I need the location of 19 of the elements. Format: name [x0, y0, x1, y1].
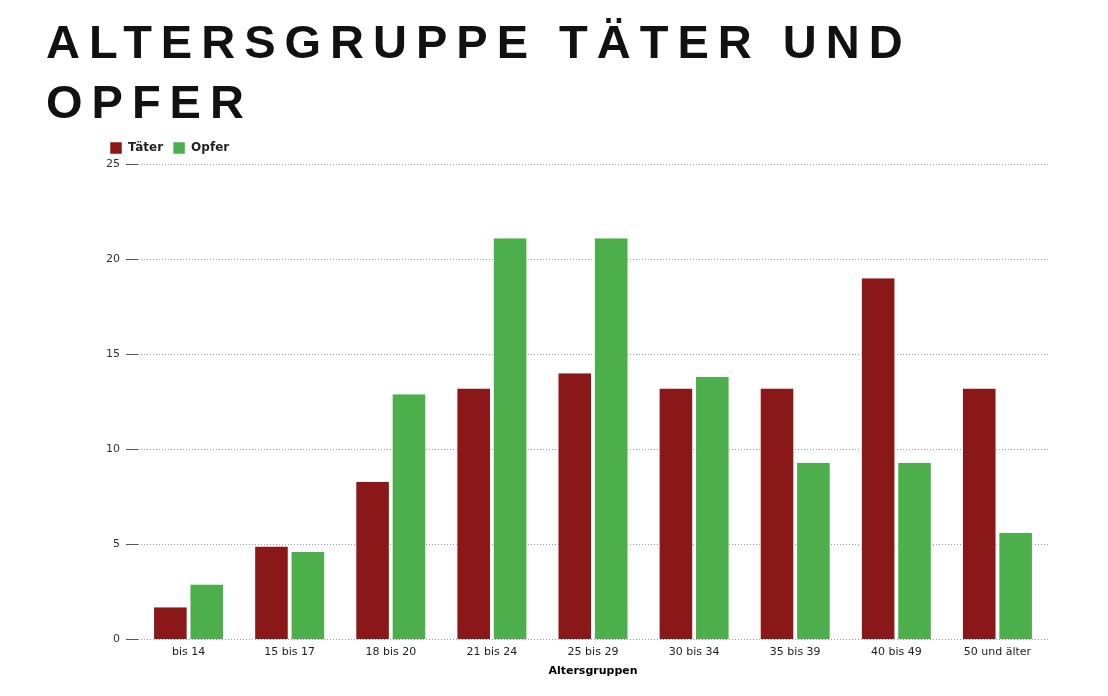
y-tick-label: 25 — [106, 156, 120, 170]
y-tick-label: 20 — [106, 251, 120, 265]
x-tick-label: 21 bis 24 — [466, 645, 518, 659]
x-tick-label: 40 bis 49 — [870, 645, 922, 659]
legend-label: Täter — [128, 140, 164, 155]
y-tick-label: 5 — [113, 537, 120, 551]
x-tick-label: 30 bis 34 — [668, 645, 720, 659]
y-tick-label: 15 — [106, 347, 120, 361]
x-tick-label: 18 bis 20 — [365, 645, 417, 659]
x-tick-label: 25 bis 29 — [567, 645, 619, 659]
x-tick-label: 15 bis 17 — [264, 645, 316, 659]
x-tick-label: bis 14 — [171, 645, 206, 659]
x-tick-label: 50 und älter — [963, 645, 1032, 659]
y-tick-label: 0 — [113, 632, 120, 646]
x-axis-title: Altersgruppen — [548, 664, 638, 678]
x-tick-label: 35 bis 39 — [769, 645, 821, 659]
legend-label: Opfer — [191, 140, 230, 155]
chart-title: ALTERSGRUPPE TÄTER UND OPFER — [46, 14, 913, 130]
y-tick-label: 10 — [106, 442, 120, 456]
